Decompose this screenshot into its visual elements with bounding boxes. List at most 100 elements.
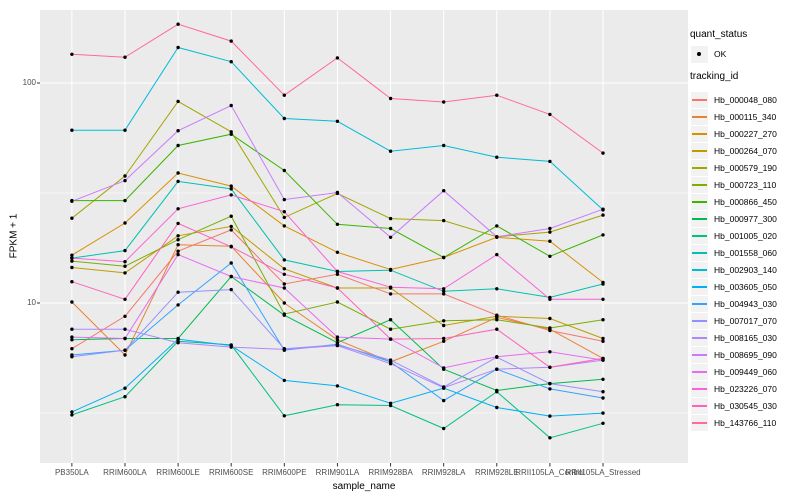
legend-key — [691, 347, 708, 363]
data-point — [548, 297, 552, 301]
data-point — [388, 216, 393, 221]
point-marker-icon — [697, 52, 701, 56]
data-point — [335, 250, 340, 254]
data-point — [282, 197, 286, 202]
data-point — [123, 174, 127, 178]
data-point — [70, 327, 74, 331]
legend-key — [691, 211, 708, 227]
data-point — [335, 269, 340, 274]
x-tick-label: RRIM928LA — [421, 468, 466, 477]
legend-swatch-line-icon — [692, 269, 707, 271]
legend-key — [691, 126, 708, 142]
legend: quant_status OK tracking_id Hb_000048_08… — [690, 0, 800, 500]
data-point — [548, 230, 552, 234]
data-point — [229, 261, 233, 265]
legend-label: Hb_023226_070 — [714, 384, 777, 394]
data-point — [601, 396, 605, 400]
data-point — [123, 264, 127, 268]
data-point — [442, 255, 446, 260]
data-point — [335, 56, 340, 60]
legend-swatch-line-icon — [692, 201, 707, 203]
data-point — [123, 386, 127, 390]
data-point — [123, 55, 127, 59]
data-point — [601, 390, 605, 394]
data-point — [229, 245, 233, 249]
x-tick-label: RRIM928LE — [474, 468, 519, 477]
legend-title-tracking-id: tracking_id — [690, 71, 739, 82]
data-point — [282, 313, 286, 317]
data-point — [282, 215, 286, 220]
data-point — [548, 414, 552, 418]
legend-swatch-line-icon — [692, 422, 707, 424]
data-point — [442, 336, 446, 341]
data-point — [601, 336, 605, 341]
data-point — [601, 207, 605, 211]
legend-key — [691, 330, 708, 346]
data-point — [176, 303, 180, 307]
data-point — [335, 286, 340, 290]
data-point — [442, 366, 446, 370]
legend-swatch-line-icon — [692, 252, 707, 254]
data-point — [388, 318, 393, 322]
data-point — [176, 337, 180, 341]
data-point — [495, 390, 499, 394]
data-point — [601, 421, 605, 425]
legend-swatch-line-icon — [692, 218, 707, 220]
legend-label: Hb_003605_050 — [714, 282, 777, 292]
legend-label: Hb_008695_090 — [714, 350, 777, 360]
data-point — [176, 234, 180, 238]
data-point — [229, 187, 233, 191]
data-point — [176, 22, 180, 26]
data-point — [442, 323, 446, 328]
data-point — [442, 189, 446, 193]
data-point — [282, 93, 286, 97]
legend-key — [691, 313, 708, 329]
x-tick-label: RRIM928BA — [368, 468, 413, 477]
legend-key — [691, 415, 708, 431]
legend-swatch-line-icon — [692, 286, 707, 288]
data-point — [548, 159, 552, 164]
data-point — [601, 356, 605, 361]
data-point — [282, 378, 286, 383]
data-point — [548, 326, 552, 330]
legend-key — [691, 398, 708, 414]
data-point — [176, 99, 180, 104]
data-point — [442, 218, 446, 223]
data-point — [176, 238, 180, 242]
data-point — [388, 96, 393, 101]
data-point — [123, 353, 127, 357]
data-point — [442, 426, 446, 431]
data-point — [282, 258, 286, 262]
data-point — [388, 327, 393, 331]
data-point — [388, 401, 393, 405]
data-point — [176, 221, 180, 226]
data-point — [70, 253, 74, 257]
x-tick-label: RRIM600SE — [208, 468, 254, 477]
data-point — [388, 362, 393, 366]
data-point — [123, 271, 127, 275]
legend-swatch-line-icon — [692, 167, 707, 169]
legend-swatch-line-icon — [692, 405, 707, 407]
legend-key — [691, 381, 708, 397]
data-point — [335, 272, 340, 276]
data-point — [442, 143, 446, 148]
data-point — [548, 365, 552, 369]
data-point — [495, 367, 499, 371]
legend-key — [691, 177, 708, 193]
legend-swatch-line-icon — [692, 303, 707, 305]
legend-key — [691, 228, 708, 244]
data-point — [282, 210, 286, 214]
data-point — [548, 387, 552, 391]
data-point — [176, 171, 180, 175]
data-point — [335, 403, 340, 407]
data-point — [495, 252, 499, 257]
data-point — [70, 259, 74, 263]
y-tick-label-100: 100 — [22, 78, 36, 87]
data-point — [601, 297, 605, 301]
x-tick-label: RRIM600LA — [103, 468, 147, 477]
y-tick-label-10: 10 — [27, 298, 36, 307]
data-point — [282, 272, 286, 276]
data-point — [123, 336, 127, 341]
